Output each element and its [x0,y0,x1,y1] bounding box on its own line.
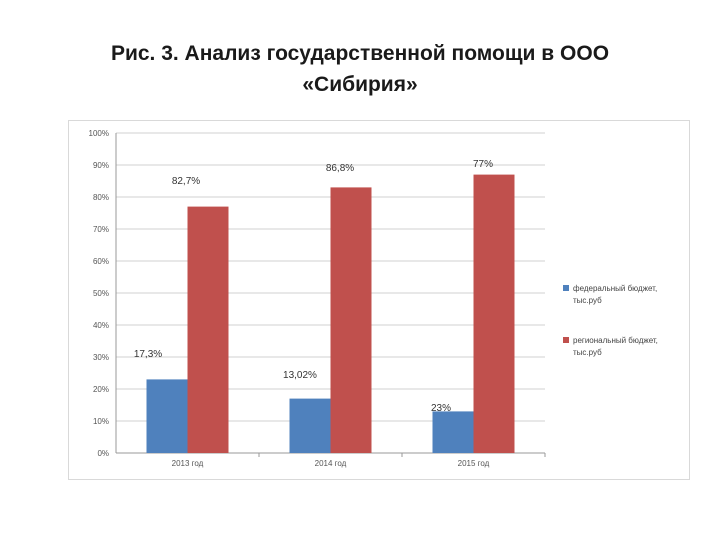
data-label: 13,02% [283,370,317,381]
legend-label-line-2: тыс.руб [573,296,602,305]
bar-federal [432,411,474,453]
data-label: 17,3% [134,349,162,360]
legend-label: региональный бюджет, [573,336,658,345]
y-tick-label: 20% [93,385,109,394]
y-tick-label: 70% [93,225,109,234]
legend-label-line-2: тыс.руб [573,348,602,357]
y-tick-label: 30% [93,353,109,362]
bar-federal [289,398,331,453]
data-label: 82,7% [172,176,200,187]
x-category-label: 2014 год [315,459,347,468]
slide-title: Рис. 3. Анализ государственной помощи в … [0,38,720,100]
data-label: 77% [473,159,493,170]
bar-federal [146,379,188,453]
y-tick-label: 90% [93,161,109,170]
bar-regional [330,187,372,453]
data-label: 86,8% [326,163,354,174]
x-category-label: 2015 год [458,459,490,468]
data-label: 23% [431,403,451,414]
y-tick-label: 10% [93,417,109,426]
bar-regional [473,174,515,453]
legend-swatch [563,337,569,343]
y-tick-label: 80% [93,193,109,202]
y-tick-label: 50% [93,289,109,298]
slide-title-line-1: Рис. 3. Анализ государственной помощи в … [110,42,610,65]
slide-title-line-2: «Сибирия» [302,73,418,96]
y-tick-label: 100% [89,129,109,138]
legend-swatch [563,285,569,291]
x-category-label: 2013 год [172,459,204,468]
y-tick-label: 60% [93,257,109,266]
y-tick-label: 40% [93,321,109,330]
bar-regional [187,206,229,453]
y-tick-label: 0% [97,449,109,458]
legend-label: федеральный бюджет, [573,284,657,293]
